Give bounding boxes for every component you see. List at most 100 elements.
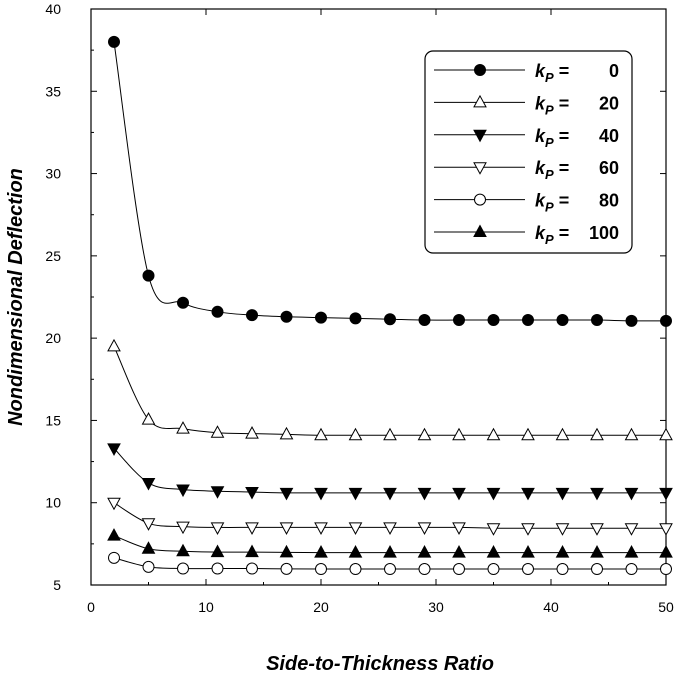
x-tick-label: 10	[198, 599, 214, 615]
data-point	[141, 518, 156, 531]
data-point	[556, 563, 569, 576]
legend-entry-20: kP = 20	[434, 93, 619, 117]
data-point	[210, 544, 225, 558]
data-point	[555, 545, 570, 558]
data-point	[521, 523, 535, 536]
data-point	[349, 563, 362, 576]
data-point	[107, 443, 121, 456]
data-point	[473, 224, 487, 237]
data-point	[624, 487, 639, 501]
data-point	[176, 484, 190, 498]
data-point	[487, 563, 500, 576]
data-point	[659, 523, 673, 536]
data-point	[384, 313, 396, 326]
legend-value: 80	[599, 191, 619, 211]
legend-label: kP =	[535, 191, 569, 215]
legend-label: kP =	[535, 61, 569, 85]
series-kp-40	[107, 443, 673, 501]
data-point	[555, 523, 570, 536]
x-tick-label: 40	[543, 599, 559, 615]
series-layer	[107, 35, 673, 576]
data-point	[280, 310, 293, 323]
data-point	[452, 427, 466, 441]
data-point	[452, 545, 466, 558]
data-point	[108, 35, 120, 48]
legend-value: 20	[599, 93, 619, 113]
y-tick-label: 15	[45, 412, 61, 428]
data-point	[314, 545, 328, 558]
x-tick-label: 0	[87, 599, 95, 615]
data-point	[522, 314, 534, 327]
series-kp-60	[107, 497, 673, 536]
series-kp-100	[107, 528, 673, 558]
legend-entry-60: kP = 60	[434, 158, 619, 182]
data-point	[452, 487, 466, 501]
data-point	[108, 551, 120, 564]
x-axis-title: Side-to-Thickness Ratio	[266, 653, 494, 675]
data-point	[590, 427, 604, 441]
data-point	[474, 64, 486, 76]
data-point	[279, 487, 294, 501]
data-point	[487, 314, 500, 327]
data-point	[210, 486, 225, 499]
data-point	[279, 426, 294, 440]
data-point	[315, 311, 327, 324]
data-point	[590, 487, 604, 501]
data-point	[417, 487, 432, 501]
y-tick-label: 20	[45, 330, 61, 346]
data-point	[624, 545, 639, 558]
legend-label: kP =	[535, 93, 569, 117]
data-point	[348, 545, 363, 558]
data-point	[473, 162, 487, 175]
legend-value: 0	[609, 61, 619, 81]
data-point	[591, 314, 603, 327]
legend-label: kP =	[535, 223, 569, 247]
data-point	[279, 544, 294, 558]
data-point	[280, 562, 293, 575]
data-point	[452, 522, 466, 535]
y-tick-label: 40	[45, 1, 61, 17]
data-point	[591, 563, 603, 576]
data-point	[625, 563, 638, 576]
data-point	[314, 522, 328, 535]
data-point	[453, 563, 465, 576]
data-point	[659, 427, 673, 441]
data-point	[141, 541, 156, 554]
data-point	[177, 562, 189, 575]
data-point	[348, 522, 363, 535]
data-point	[245, 522, 259, 535]
data-point	[590, 523, 604, 536]
data-point	[660, 314, 672, 327]
x-tick-label: 20	[313, 599, 329, 615]
data-point	[245, 426, 259, 439]
data-point	[246, 562, 258, 575]
data-point	[210, 425, 225, 438]
data-point	[383, 487, 397, 501]
data-point	[107, 338, 121, 352]
data-point	[624, 523, 639, 536]
data-point	[245, 544, 259, 558]
legend-value: 40	[599, 126, 619, 146]
data-point	[279, 522, 294, 535]
legend-entry-80: kP = 80	[434, 191, 619, 215]
y-tick-label: 35	[45, 83, 61, 99]
data-point	[486, 487, 501, 501]
data-point	[473, 129, 487, 143]
data-point	[555, 487, 570, 501]
data-point	[474, 193, 486, 206]
data-point	[141, 412, 156, 425]
series-kp-20	[107, 338, 673, 441]
data-point	[660, 563, 672, 576]
legend-entry-100: kP = 100	[434, 223, 619, 247]
series-line	[113, 346, 666, 436]
legend-value: 60	[599, 158, 619, 178]
legend-entry-0: kP = 0	[434, 61, 619, 85]
data-point	[107, 497, 121, 511]
data-point	[177, 296, 189, 309]
data-point	[176, 421, 190, 434]
data-point	[176, 543, 190, 557]
data-point	[383, 427, 397, 441]
data-point	[453, 314, 465, 327]
data-point	[486, 545, 501, 558]
data-point	[211, 305, 224, 318]
